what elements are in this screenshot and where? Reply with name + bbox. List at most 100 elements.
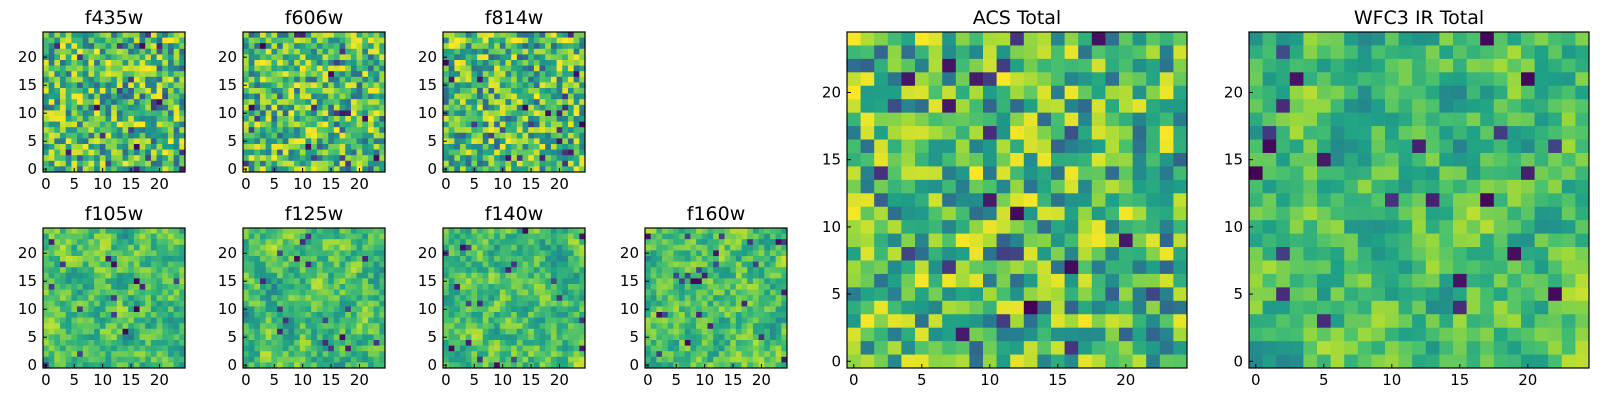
heatmap-cell	[339, 60, 346, 66]
heatmap-cell	[556, 272, 563, 279]
heatmap-cell	[488, 32, 495, 38]
heatmap-cell	[477, 54, 484, 61]
heatmap-cell	[656, 256, 663, 262]
heatmap-cell	[1105, 85, 1120, 100]
heatmap-cell	[162, 289, 169, 296]
heatmap-cell	[328, 48, 335, 55]
heatmap-cell	[874, 166, 889, 181]
heatmap-cell	[367, 48, 375, 55]
heatmap-cell	[769, 256, 777, 262]
heatmap-cell	[282, 160, 289, 167]
heatmap-cell	[265, 317, 272, 324]
heatmap-cell	[573, 244, 580, 251]
heatmap-cell	[277, 32, 284, 38]
heatmap-cell	[556, 82, 563, 89]
heatmap-cell	[288, 345, 295, 352]
heatmap-cell	[299, 267, 306, 274]
heatmap-cell	[260, 256, 267, 262]
heatmap-cell	[545, 132, 552, 139]
heatmap-cell	[299, 239, 306, 246]
heatmap-cell	[567, 32, 575, 38]
heatmap-cell	[684, 312, 691, 318]
heatmap-cell	[173, 239, 180, 246]
heatmap-cell	[579, 110, 586, 117]
heatmap-cell	[305, 306, 312, 313]
heatmap-cell	[350, 289, 357, 296]
heatmap-cell	[522, 312, 529, 318]
heatmap-cell	[735, 312, 742, 318]
heatmap-cell	[516, 345, 523, 352]
heatmap-cell	[288, 261, 295, 268]
heatmap-cell	[54, 284, 61, 290]
heatmap-cell	[1132, 260, 1147, 275]
heatmap-cell	[162, 32, 169, 38]
heatmap-cell	[99, 48, 106, 55]
heatmap-cell	[1105, 139, 1120, 154]
heatmap-cell	[99, 250, 106, 257]
heatmap-cell	[339, 43, 346, 50]
heatmap-cell	[645, 233, 652, 240]
heatmap-cell	[254, 144, 261, 150]
heatmap-cell	[77, 362, 84, 369]
heatmap-cell	[448, 54, 455, 61]
heatmap-cell	[942, 112, 957, 127]
heatmap-cell	[94, 278, 101, 285]
heatmap-cell	[545, 76, 552, 83]
heatmap-cell	[874, 58, 889, 73]
heatmap-cell	[362, 323, 369, 330]
heatmap-cell	[505, 261, 512, 268]
heatmap-cell	[356, 116, 363, 122]
heatmap-cell	[139, 82, 146, 89]
y-tick-label: 0	[27, 356, 37, 374]
heatmap-cell	[167, 345, 175, 352]
heatmap-cell	[294, 300, 301, 307]
heatmap-cell	[752, 239, 759, 246]
heatmap-cell	[775, 239, 782, 246]
heatmap-cell	[373, 71, 380, 78]
heatmap-cell	[167, 278, 175, 285]
heatmap-cell	[684, 267, 691, 274]
heatmap-cell	[277, 93, 284, 100]
heatmap-cell	[99, 71, 106, 78]
heatmap-cell	[701, 228, 708, 234]
heatmap-cell	[448, 317, 455, 324]
heatmap-cell	[265, 278, 272, 285]
heatmap-cell	[545, 239, 552, 246]
heatmap-cell	[122, 300, 129, 307]
heatmap-cell	[465, 362, 472, 369]
heatmap-cell	[701, 295, 708, 302]
heatmap-cell	[573, 116, 580, 122]
heatmap-cell	[362, 149, 369, 156]
heatmap-cell	[88, 362, 95, 369]
heatmap-cell	[567, 121, 575, 128]
heatmap-cell	[328, 256, 335, 262]
heatmap-cell	[339, 317, 346, 324]
heatmap-cell	[311, 48, 318, 55]
heatmap-cell	[550, 351, 557, 358]
heatmap-cell	[248, 76, 255, 83]
heatmap-cell	[465, 244, 472, 251]
heatmap-cell	[752, 272, 759, 279]
heatmap-cell	[505, 233, 512, 240]
heatmap-cell	[111, 76, 118, 83]
heatmap-cell	[179, 351, 186, 358]
heatmap-cell	[94, 267, 101, 274]
heatmap-cell	[362, 239, 369, 246]
heatmap-cell	[65, 261, 72, 268]
heatmap-cell	[505, 65, 512, 72]
heatmap-cell	[752, 340, 759, 346]
heatmap-cell	[88, 289, 95, 296]
heatmap-cell	[516, 138, 523, 145]
heatmap-cell	[356, 300, 363, 307]
heatmap-cell	[248, 351, 255, 358]
heatmap-cell	[454, 110, 461, 117]
heatmap-cell	[579, 244, 586, 251]
heatmap-cell	[477, 48, 484, 55]
heatmap-cell	[105, 65, 112, 72]
y-tick-label: 10	[218, 300, 237, 318]
heatmap-cell	[471, 65, 478, 72]
heatmap-cell	[499, 289, 506, 296]
heatmap-cell	[1105, 72, 1120, 87]
heatmap-cell	[516, 149, 523, 156]
heatmap-cell	[887, 273, 902, 288]
